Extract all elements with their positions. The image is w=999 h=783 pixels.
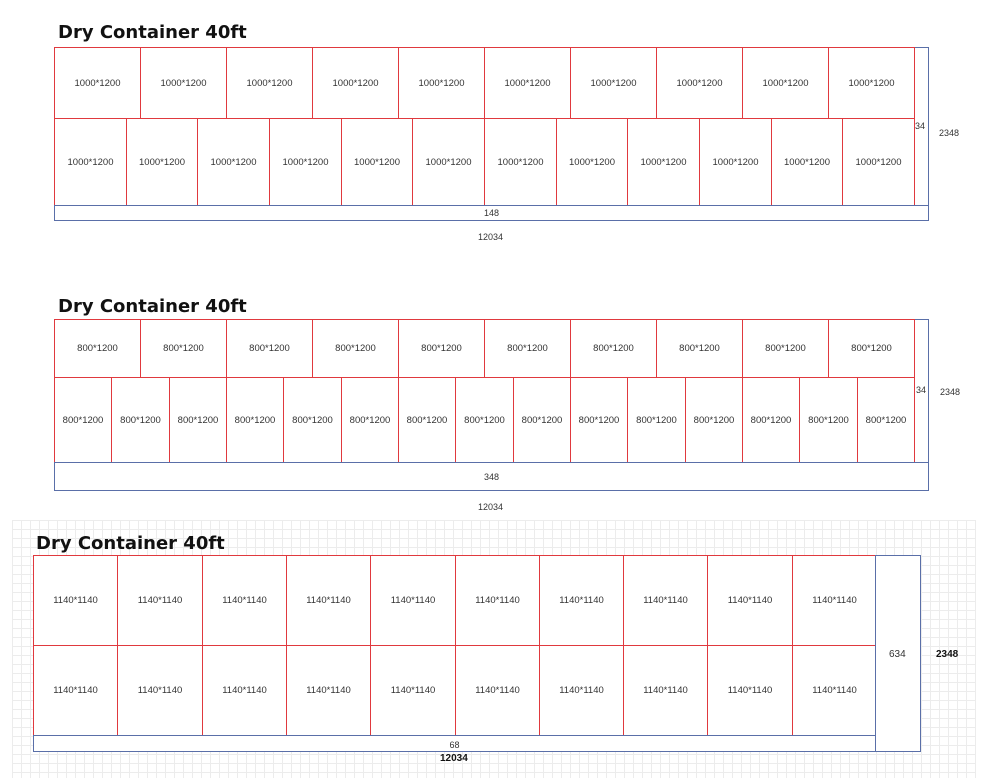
pallet-row-top: 800*1200 800*1200 800*1200 800*1200 800*1200… <box>54 319 915 378</box>
pallet-cell: 1000*1200 <box>484 118 557 206</box>
pallet-cell: 1000*1200 <box>484 47 571 119</box>
pallet-row-bottom: 1000*1200 1000*1200 1000*1200 1000*1200 1000… <box>54 118 915 206</box>
pallet-cell: 1140*1140 <box>286 645 371 736</box>
pallet-cell: 1000*1200 <box>226 47 313 119</box>
pallet-cell: 1140*1140 <box>370 555 456 646</box>
pallet-cell: 800*1200 <box>455 377 514 463</box>
pallet-cell: 1140*1140 <box>623 645 708 736</box>
pallet-cell: 800*1200 <box>828 319 915 378</box>
pallet-cell: 800*1200 <box>398 377 456 463</box>
pallet-cell: 800*1200 <box>283 377 342 463</box>
pallet-cell: 800*1200 <box>513 377 571 463</box>
pallet-cell: 800*1200 <box>341 377 399 463</box>
pallet-row-top: 1000*1200 1000*1200 1000*1200 1000*1200 1000… <box>54 47 915 119</box>
pallet-cell: 1000*1200 <box>842 118 915 206</box>
pallet-cell: 800*1200 <box>857 377 915 463</box>
pallet-cell: 800*1200 <box>484 319 571 378</box>
pallet-cell: 800*1200 <box>312 319 399 378</box>
container-width-label: 2348 <box>940 387 961 397</box>
pallet-cell: 1000*1200 <box>54 118 127 206</box>
pallet-cell: 1000*1200 <box>269 118 342 206</box>
pallet-cell: 800*1200 <box>742 319 829 378</box>
side-gap-label: 34 <box>915 121 926 131</box>
pallet-cell: 1000*1200 <box>570 47 657 119</box>
diagram-title: Dry Container 40ft <box>58 296 247 317</box>
side-gap-label: 634 <box>889 649 906 660</box>
pallet-cell: 1140*1140 <box>117 645 203 736</box>
pallet-cell: 1140*1140 <box>623 555 708 646</box>
container-length-label: 12034 <box>440 753 468 764</box>
pallet-cell: 1140*1140 <box>286 555 371 646</box>
bottom-gap-strip: 148 <box>54 205 929 221</box>
pallet-cell: 1000*1200 <box>312 47 399 119</box>
pallet-cell: 1000*1200 <box>140 47 227 119</box>
pallet-cell: 1140*1140 <box>792 555 877 646</box>
pallet-cell: 1140*1140 <box>202 645 287 736</box>
pallet-cell: 800*1200 <box>226 377 284 463</box>
diagram-title: Dry Container 40ft <box>58 22 247 43</box>
pallet-cell: 800*1200 <box>111 377 170 463</box>
pallet-row-bottom: 800*1200 800*1200 800*1200 800*1200 800*1200… <box>54 377 915 463</box>
pallet-cell: 1000*1200 <box>197 118 270 206</box>
container-width-label: 2348 <box>939 128 960 138</box>
pallet-cell: 1140*1140 <box>370 645 456 736</box>
pallet-cell: 1140*1140 <box>707 645 793 736</box>
side-gap-label: 34 <box>916 385 927 395</box>
pallet-cell: 1000*1200 <box>398 47 485 119</box>
pallet-cell: 1000*1200 <box>828 47 915 119</box>
pallet-cell: 1000*1200 <box>556 118 628 206</box>
pallet-cell: 1140*1140 <box>117 555 203 646</box>
pallet-cell: 800*1200 <box>226 319 313 378</box>
pallet-cell: 800*1200 <box>398 319 485 378</box>
pallet-cell: 800*1200 <box>54 319 141 378</box>
side-gap-area <box>875 555 921 752</box>
pallet-cell: 1000*1200 <box>412 118 485 206</box>
pallet-cell: 1000*1200 <box>341 118 413 206</box>
pallet-cell: 800*1200 <box>140 319 227 378</box>
pallet-cell: 1140*1140 <box>707 555 793 646</box>
pallet-cell: 1140*1140 <box>792 645 877 736</box>
pallet-cell: 1000*1200 <box>54 47 141 119</box>
pallet-cell: 1000*1200 <box>126 118 198 206</box>
pallet-cell: 1140*1140 <box>539 555 624 646</box>
pallet-cell: 1140*1140 <box>33 645 118 736</box>
container-length-label: 12034 <box>478 502 504 512</box>
pallet-cell: 1140*1140 <box>202 555 287 646</box>
pallet-cell: 800*1200 <box>685 377 743 463</box>
pallet-cell: 800*1200 <box>570 319 657 378</box>
pallet-cell: 1140*1140 <box>455 645 540 736</box>
pallet-cell: 1000*1200 <box>656 47 743 119</box>
pallet-cell: 1000*1200 <box>627 118 700 206</box>
pallet-cell: 1140*1140 <box>33 555 118 646</box>
pallet-cell: 1000*1200 <box>771 118 843 206</box>
pallet-cell: 1140*1140 <box>539 645 624 736</box>
pallet-row-top: 1140*1140 1140*1140 1140*1140 1140*1140 1140… <box>33 555 877 646</box>
pallet-row-bottom: 1140*1140 1140*1140 1140*1140 1140*1140 1140… <box>33 645 877 736</box>
bottom-gap-strip: 68 <box>33 735 876 752</box>
pallet-cell: 800*1200 <box>570 377 628 463</box>
pallet-cell: 800*1200 <box>169 377 227 463</box>
pallet-cell: 800*1200 <box>742 377 800 463</box>
bottom-gap-strip: 348 <box>54 462 929 491</box>
pallet-cell: 1140*1140 <box>455 555 540 646</box>
container-length-label: 12034 <box>478 232 504 242</box>
pallet-cell: 800*1200 <box>627 377 686 463</box>
container-width-label: 2348 <box>936 649 959 660</box>
pallet-cell: 1000*1200 <box>699 118 772 206</box>
pallet-cell: 800*1200 <box>54 377 112 463</box>
pallet-cell: 1000*1200 <box>742 47 829 119</box>
pallet-cell: 800*1200 <box>799 377 858 463</box>
pallet-cell: 800*1200 <box>656 319 743 378</box>
diagram-title: Dry Container 40ft <box>36 533 225 554</box>
